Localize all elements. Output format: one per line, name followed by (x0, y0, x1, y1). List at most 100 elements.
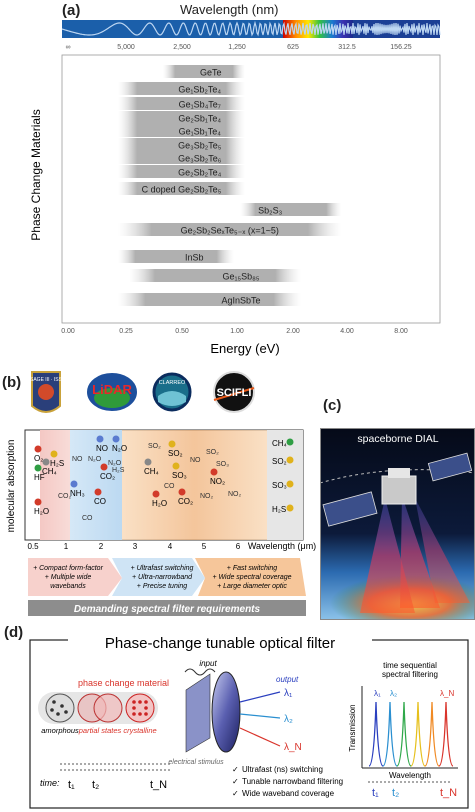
svg-text:H₂S: H₂S (50, 459, 64, 468)
molecule-label: SO₂ (206, 449, 219, 456)
req-left-item: + Compact form-factor (33, 565, 103, 572)
panel-a-label: (a) (62, 2, 81, 19)
material-bar: C doped Ge₂Sb₂Te₅ (118, 182, 245, 195)
req-right-item: + Large diameter optic (217, 583, 287, 590)
wave-line (61, 20, 441, 37)
req-left-box (28, 558, 122, 596)
panel-d-figure: Phase-change tunable optical filter phas… (29, 632, 469, 809)
material-bar: Ge₁Sb₂Te₄ (118, 82, 245, 95)
sage-band (40, 430, 70, 540)
req-right-box (195, 558, 306, 596)
b-x-tick: 0.5 (27, 542, 39, 551)
atom-dot (144, 706, 148, 710)
svg-text:t₁: t₁ (372, 787, 379, 799)
svg-text:H₂O: H₂O (34, 507, 49, 516)
material-label: Ge₁Sb₂Te₄ (178, 85, 221, 95)
molecule-label: NO₂ (200, 493, 214, 500)
svg-text:amorphous: amorphous (41, 726, 79, 735)
svg-text:CH₄: CH₄ (144, 467, 159, 476)
b-y-title: molecular absorption (6, 440, 17, 533)
svg-text:CO: CO (94, 497, 106, 506)
molecule: NO (96, 435, 108, 453)
svg-text:output: output (276, 675, 299, 684)
panel-a-chart: ∞ 5,000 2,500 1,250 625 312.5 156.25 0.00 0.25 0… (29, 20, 441, 356)
molecule: CO₂ (100, 463, 115, 481)
molecule-label: N₂O (88, 456, 102, 463)
molecule-label: CO (164, 483, 175, 490)
molecule-label: NO₂ (228, 491, 242, 498)
partial-circle-2 (93, 693, 123, 723)
atom-dot (50, 708, 54, 712)
molecule: H₂S (50, 450, 64, 468)
req-right-item: + Fast switching (227, 565, 277, 572)
material-bar: Ge₁Sb₁Te₄ (118, 124, 245, 137)
molecule: NO₂ (210, 468, 225, 486)
svg-text:t₂: t₂ (92, 779, 99, 791)
lidar-logo: LiDAR (85, 371, 139, 413)
svg-text:λ₂: λ₂ (284, 714, 293, 725)
transmission-peak (396, 701, 412, 767)
energy-tick: 0.00 (61, 328, 75, 335)
wavelength-tick: 2,500 (173, 44, 191, 51)
panel-c-label: (c) (323, 397, 342, 414)
laser-beam-2 (400, 496, 440, 608)
material-bar: Ge₂Sb₂SeₓTe₅₋ₓ (x=1~5) (118, 223, 342, 236)
svg-text:t₂: t₂ (392, 787, 399, 799)
svg-text:spectral filtering: spectral filtering (382, 670, 438, 679)
svg-text:✓: ✓ (232, 765, 239, 774)
svg-text:time:: time: (40, 778, 60, 788)
atom-dot (132, 706, 136, 710)
filter-disk (211, 671, 241, 753)
energy-tick: 1.00 (230, 328, 244, 335)
svg-text:Transmission: Transmission (348, 704, 357, 751)
transmission-peak (410, 701, 426, 767)
material-label: GeTe (200, 68, 222, 78)
b-x-tick: 2 (99, 542, 104, 551)
scifli-logo: SCIFLI (213, 371, 255, 413)
crystalline-circle (125, 693, 155, 723)
amorphous-circle (45, 693, 75, 723)
molecule-label: CO₂ (58, 493, 72, 500)
svg-text:time sequential: time sequential (383, 661, 437, 670)
wavelength-tick: ∞ (66, 44, 71, 51)
svg-text:H₂O: H₂O (152, 499, 167, 508)
svg-text:λ_N: λ_N (284, 742, 302, 753)
molecule: H₂O (34, 498, 49, 516)
material-label: Ge₁Sb₄Te₇ (179, 100, 221, 110)
material-bar: Ge₂Sb₁Te₄ (118, 111, 245, 124)
feature-check: ✓ Ultrafast (ns) switching (232, 765, 323, 774)
molecule: CH₄ (42, 458, 57, 476)
atom-dot (144, 700, 148, 704)
svg-text:input: input (199, 659, 217, 668)
req-left-item: wavebands (50, 583, 86, 590)
clarreo-logo: CLARREO (152, 372, 192, 412)
input-wave (184, 668, 216, 676)
svg-text:SO₂: SO₂ (168, 449, 183, 458)
material-label: InSb (185, 253, 204, 263)
molecule-label: CO (82, 515, 93, 522)
material-bar: Ge₃Sb₂Te₆ (118, 151, 245, 164)
panel-d-label: (d) (4, 624, 24, 641)
material-label: Ge₂Sb₂SeₓTe₅₋ₓ (x=1~5) (181, 226, 279, 236)
material-label: Ge₂Sb₂Te₄ (178, 168, 222, 178)
molecule: NH₃ (70, 480, 85, 498)
svg-text:SCIFLI: SCIFLI (217, 387, 252, 399)
wavelength-title: Wavelength (nm) (180, 2, 279, 17)
feature-check: ✓ Wide waveband coverage (232, 789, 335, 798)
req-left-item: + Multiple wide (45, 574, 92, 581)
atom-dot (60, 704, 64, 708)
transmission-peak (424, 701, 440, 767)
molecule: CO₂ (178, 488, 193, 506)
molecule-label: N₂O (108, 460, 122, 467)
material-label: Ge₂Sb₁Te₄ (178, 114, 221, 124)
svg-text:HF: HF (34, 473, 45, 482)
svg-text:λ_N: λ_N (440, 689, 454, 698)
molecule-right: H₂S (272, 504, 294, 514)
req-mid-box (112, 558, 205, 596)
svg-text:NO₂: NO₂ (210, 477, 225, 486)
material-label: Ge₃Sb₂Te₆ (178, 154, 222, 164)
svg-text:partial states: partial states (78, 726, 122, 735)
req-mid-item: + Ultrafast switching (131, 565, 194, 572)
molecule: HF (34, 464, 45, 482)
